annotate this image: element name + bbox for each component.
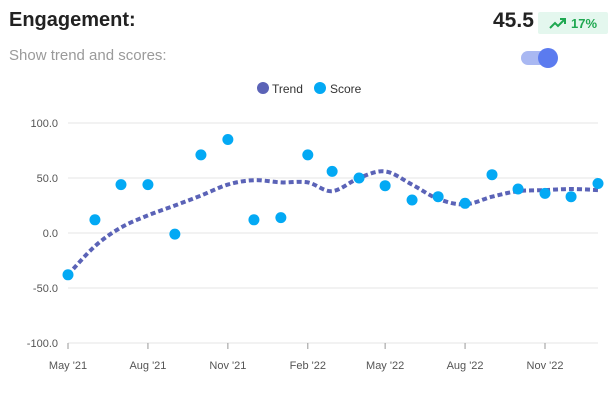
legend-marker <box>314 82 326 94</box>
score-point <box>222 134 234 145</box>
score-point <box>169 228 181 240</box>
score-point <box>565 191 577 203</box>
score-series <box>62 134 604 281</box>
x-tick-label: Aug '22 <box>447 360 484 372</box>
y-axis: 100.0 50.0 0.0 -50.0 -100.0 <box>27 118 58 350</box>
score-point <box>592 178 604 189</box>
x-tick-label: May '21 <box>49 360 87 372</box>
score-point <box>326 165 338 177</box>
y-tick-label: 100.0 <box>30 118 58 130</box>
x-tick-label: Aug '21 <box>129 360 166 372</box>
y-tick-label: 50.0 <box>37 173 58 185</box>
y-tick-label: -50.0 <box>33 283 58 295</box>
score-point <box>302 149 314 161</box>
change-percent: 17% <box>570 15 598 31</box>
y-tick-label: 0.0 <box>43 228 58 240</box>
toggle-knob <box>538 48 558 68</box>
score-point <box>248 214 260 226</box>
score-point <box>89 214 101 226</box>
score-point <box>406 194 418 206</box>
trending-up-icon <box>549 17 567 29</box>
score-point <box>539 187 551 199</box>
engagement-score: 45.5 <box>493 9 534 32</box>
page-title: Engagement: <box>9 9 136 31</box>
score-point <box>512 183 524 195</box>
score-point <box>432 191 444 203</box>
score-point <box>459 197 471 209</box>
legend-marker <box>257 82 269 94</box>
y-tick-label: -100.0 <box>27 338 58 350</box>
change-badge: 17% <box>538 12 608 34</box>
score-point <box>379 180 391 192</box>
x-tick-label: Nov '21 <box>209 360 246 372</box>
score-point <box>275 212 287 224</box>
score-point <box>142 179 154 191</box>
x-tick-label: May '22 <box>366 360 404 372</box>
score-point <box>195 149 207 161</box>
score-point <box>62 269 74 281</box>
x-tick-label: Feb '22 <box>290 360 326 372</box>
grid-layer <box>67 122 598 349</box>
score-point <box>486 169 498 181</box>
score-point <box>115 179 127 191</box>
x-tick-label: Nov '22 <box>527 360 564 372</box>
toggle-label: Show trend and scores: <box>9 47 167 64</box>
x-axis: May '21 Aug '21 Nov '21 Feb '22 May '22 Aug '… <box>49 360 564 372</box>
legend-label: Score <box>330 82 362 96</box>
chart-legend: Trend Score <box>257 82 362 96</box>
legend-label: Trend <box>272 82 303 96</box>
score-point <box>353 172 365 184</box>
trend-scores-toggle[interactable] <box>521 47 558 69</box>
